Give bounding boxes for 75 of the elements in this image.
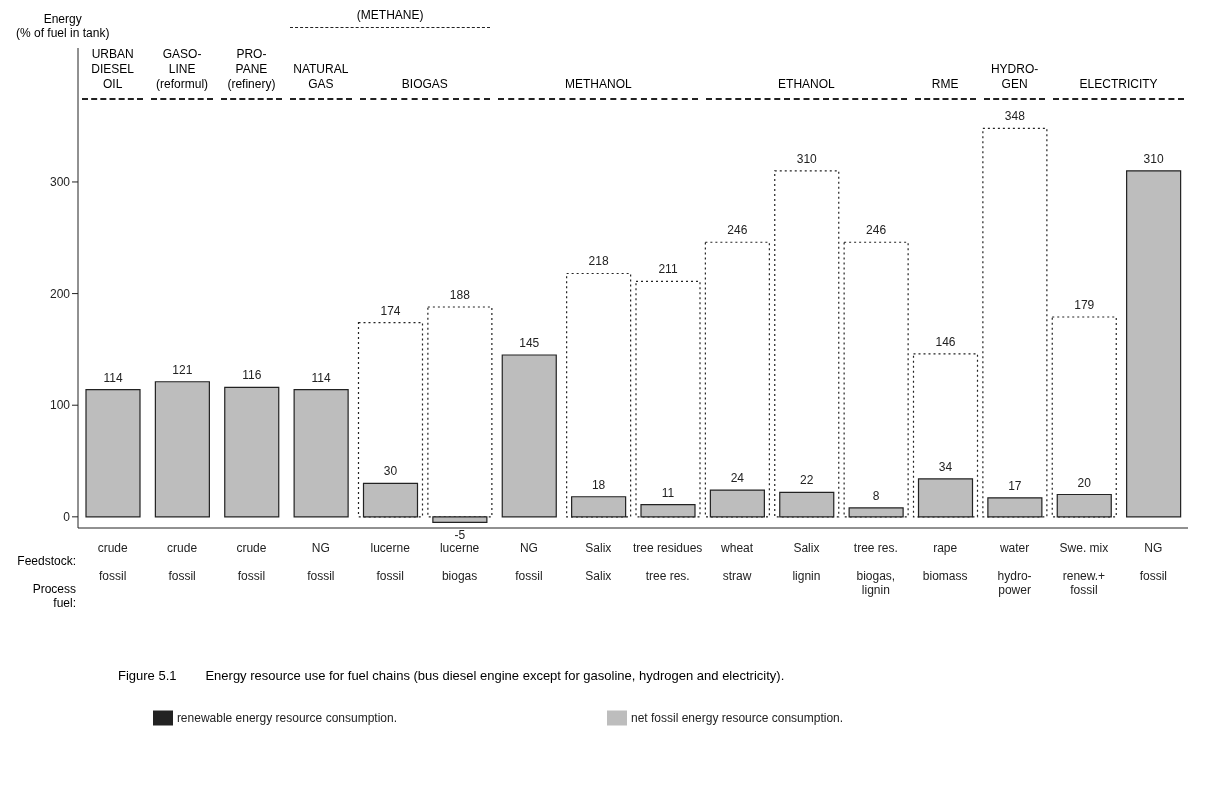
data-label: 18 <box>591 477 606 492</box>
x-tick-label: crude fossil <box>167 541 198 583</box>
data-label: 121 <box>172 362 193 377</box>
y-tick-label: 200 <box>49 286 71 301</box>
bar <box>704 241 770 518</box>
text: Feedstock: <box>16 554 76 568</box>
data-label: 17 <box>1008 478 1022 493</box>
text: (METHANE) <box>355 8 425 24</box>
x-tick-label: Salix lignin <box>792 541 821 583</box>
bar <box>774 170 840 518</box>
legend-label: renewable energy resource consumption. <box>176 711 397 726</box>
x-tick-label: wheat straw <box>720 541 754 583</box>
bar <box>1126 170 1182 518</box>
annotation: RME <box>931 77 959 92</box>
x-tick-label: lucerne biogas <box>439 541 480 583</box>
bar <box>635 280 701 518</box>
data-label: 146 <box>935 334 956 349</box>
data-label: 24 <box>730 471 745 486</box>
x-tick-label: water hydro- power <box>997 541 1032 597</box>
bar <box>843 241 909 518</box>
x-tick-label: crude fossil <box>97 541 129 583</box>
data-label: 246 <box>727 223 748 238</box>
data-label: 8 <box>872 488 880 503</box>
data-label: 30 <box>383 464 398 479</box>
x-tick-label: NG fossil <box>1139 541 1167 583</box>
annotation: BIOGAS <box>401 77 448 92</box>
y-tick-label: 100 <box>49 398 71 413</box>
bar <box>982 127 1048 518</box>
x-tick-label: Salix Salix <box>585 541 612 583</box>
bar <box>154 381 210 518</box>
x-tick-label: tree res. biogas, lignin <box>853 541 898 597</box>
bar <box>501 354 557 518</box>
data-label: 179 <box>1074 298 1095 313</box>
legend-label: net fossil energy resource consumption. <box>631 711 844 726</box>
annotation: HYDRO- GEN <box>990 62 1039 92</box>
bar <box>293 388 349 518</box>
y-tick-label: 300 <box>49 175 71 190</box>
data-label: 11 <box>661 485 675 500</box>
annotation: PRO- PANE (refinery) <box>227 47 276 92</box>
x-tick-label: rape biomass <box>922 541 968 583</box>
data-label: 116 <box>242 368 262 383</box>
annotation: METHANOL <box>564 77 632 92</box>
bar <box>85 388 141 518</box>
annotation: NATURAL GAS <box>293 62 349 92</box>
annotation: GASO- LINE (reformul) <box>156 47 209 92</box>
annotation: ELECTRICITY <box>1079 77 1158 92</box>
x-tick-label: crude fossil <box>236 541 267 583</box>
data-label: 34 <box>938 459 953 474</box>
data-label: 22 <box>800 473 814 488</box>
x-tick-label: NG fossil <box>515 541 543 583</box>
data-label: 218 <box>588 254 609 269</box>
x-tick-label: NG fossil <box>307 541 335 583</box>
x-tick-label: tree residues tree res. <box>633 541 703 583</box>
y-tick-label: 0 <box>63 510 71 525</box>
text: Process fuel: <box>31 582 76 610</box>
data-label: 20 <box>1077 475 1092 490</box>
data-label: 114 <box>311 370 332 385</box>
annotation: URBAN DIESEL OIL <box>91 47 135 92</box>
data-label: 114 <box>103 370 123 385</box>
x-tick-label: lucerne fossil <box>370 541 411 583</box>
x-tick-label: Swe. mix renew.+ fossil <box>1059 541 1109 597</box>
data-label: 246 <box>866 223 887 238</box>
data-label: 145 <box>519 335 540 350</box>
caption: Figure 5.1 Energy resource use for fuel chains (bus diesel engine except for gasoline, hydrogen and electricity). <box>117 668 785 683</box>
data-label: 211 <box>658 262 678 277</box>
data-label: -5 <box>454 527 466 542</box>
data-label: 310 <box>1143 151 1164 166</box>
bar <box>566 272 632 518</box>
data-label: 188 <box>449 287 471 302</box>
data-label: 348 <box>1004 109 1026 124</box>
annotation: ETHANOL <box>778 77 835 92</box>
bar <box>224 386 280 518</box>
data-label: 310 <box>796 151 818 166</box>
y-axis-title: Energy (% of fuel in tank) <box>16 12 110 40</box>
data-label: 174 <box>380 303 401 318</box>
